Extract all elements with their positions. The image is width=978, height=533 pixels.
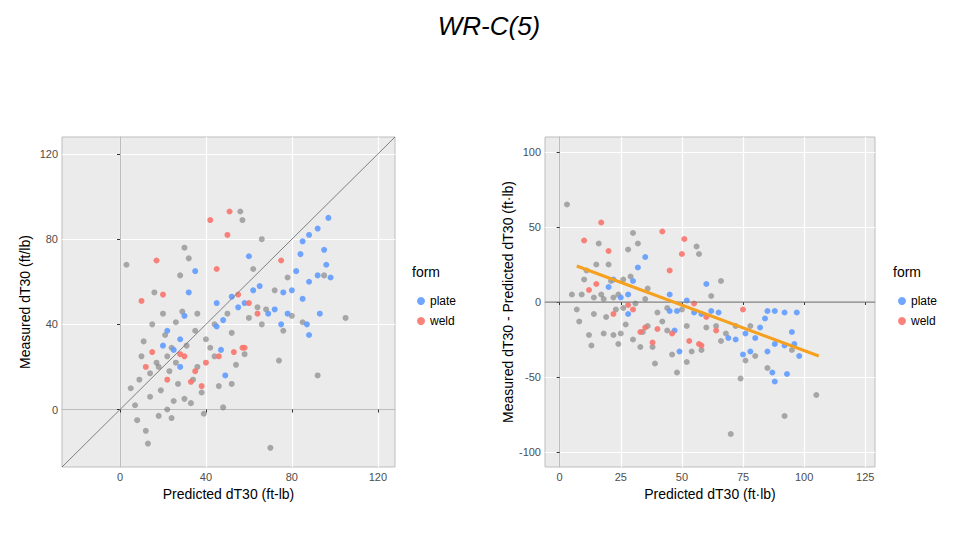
svg-text:form: form [893,264,921,280]
svg-text:plate: plate [911,294,937,308]
svg-text:80: 80 [46,233,58,245]
svg-text:100: 100 [523,146,541,158]
svg-text:0: 0 [117,471,123,483]
svg-text:weld: weld [429,314,455,328]
svg-text:0: 0 [557,471,563,483]
svg-text:50: 50 [529,221,541,233]
svg-text:0: 0 [535,296,541,308]
svg-text:WR-C(5): WR-C(5) [438,11,541,41]
svg-text:25: 25 [615,471,627,483]
svg-text:120: 120 [40,148,58,160]
svg-text:-50: -50 [525,371,541,383]
svg-text:Predicted dT30 (ft-lb): Predicted dT30 (ft-lb) [163,486,295,502]
svg-text:80: 80 [286,471,298,483]
svg-text:40: 40 [46,318,58,330]
svg-text:Predicted dT30 (ft·lb): Predicted dT30 (ft·lb) [644,486,776,502]
svg-text:-100: -100 [519,446,541,458]
svg-text:weld: weld [910,314,936,328]
svg-text:0: 0 [52,404,58,416]
svg-text:50: 50 [676,471,688,483]
svg-text:Measured dT30 (ft/lb): Measured dT30 (ft/lb) [17,235,33,369]
svg-text:40: 40 [200,471,212,483]
svg-text:75: 75 [737,471,749,483]
svg-text:120: 120 [369,471,387,483]
svg-text:100: 100 [795,471,813,483]
svg-text:Measured dT30 - Predicted dT30: Measured dT30 - Predicted dT30 (ft·lb) [500,181,516,423]
svg-text:plate: plate [430,294,456,308]
svg-text:form: form [412,264,440,280]
svg-text:125: 125 [856,471,874,483]
